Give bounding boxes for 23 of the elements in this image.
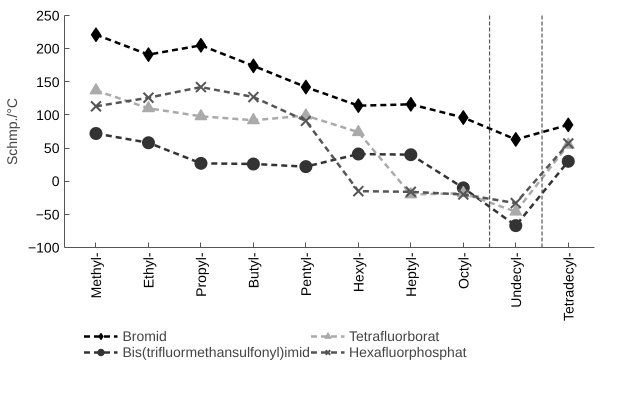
- y-tick-label: 100: [36, 106, 60, 123]
- legend-label: Bis(trifluormethansulfonyl)imid: [122, 344, 310, 360]
- x-tick-label: Propyl-: [192, 252, 209, 297]
- y-tick-label: −50: [36, 206, 60, 222]
- x-tick-label: Butyl-: [245, 252, 262, 288]
- y-axis-title: Schmp./°C: [4, 98, 20, 166]
- y-tick-label: 200: [36, 40, 60, 57]
- x-tick-label: Heptyl-: [402, 252, 419, 297]
- y-tick-label: 250: [36, 8, 60, 24]
- y-tick-label: 50: [44, 140, 60, 156]
- x-tick-label: Octyl-: [455, 252, 472, 290]
- legend-label: Tetrafluorborat: [348, 328, 440, 344]
- x-tick-label: Tetradecyl-: [560, 252, 576, 321]
- x-tick-label: Ethyl-: [140, 252, 156, 288]
- x-tick-label: Methyl-: [88, 252, 104, 298]
- x-tick-label: Undecyl-: [508, 252, 524, 308]
- y-tick-label: −100: [28, 240, 60, 256]
- y-tick-label: 150: [36, 74, 60, 90]
- legend-label: Hexafluorphosphat: [348, 344, 467, 360]
- y-tick-label: 0: [52, 173, 60, 190]
- x-tick-label: Hexyl-: [350, 252, 366, 292]
- x-tick-label: Pentyl-: [298, 252, 314, 296]
- legend-label: Bromid: [122, 328, 167, 344]
